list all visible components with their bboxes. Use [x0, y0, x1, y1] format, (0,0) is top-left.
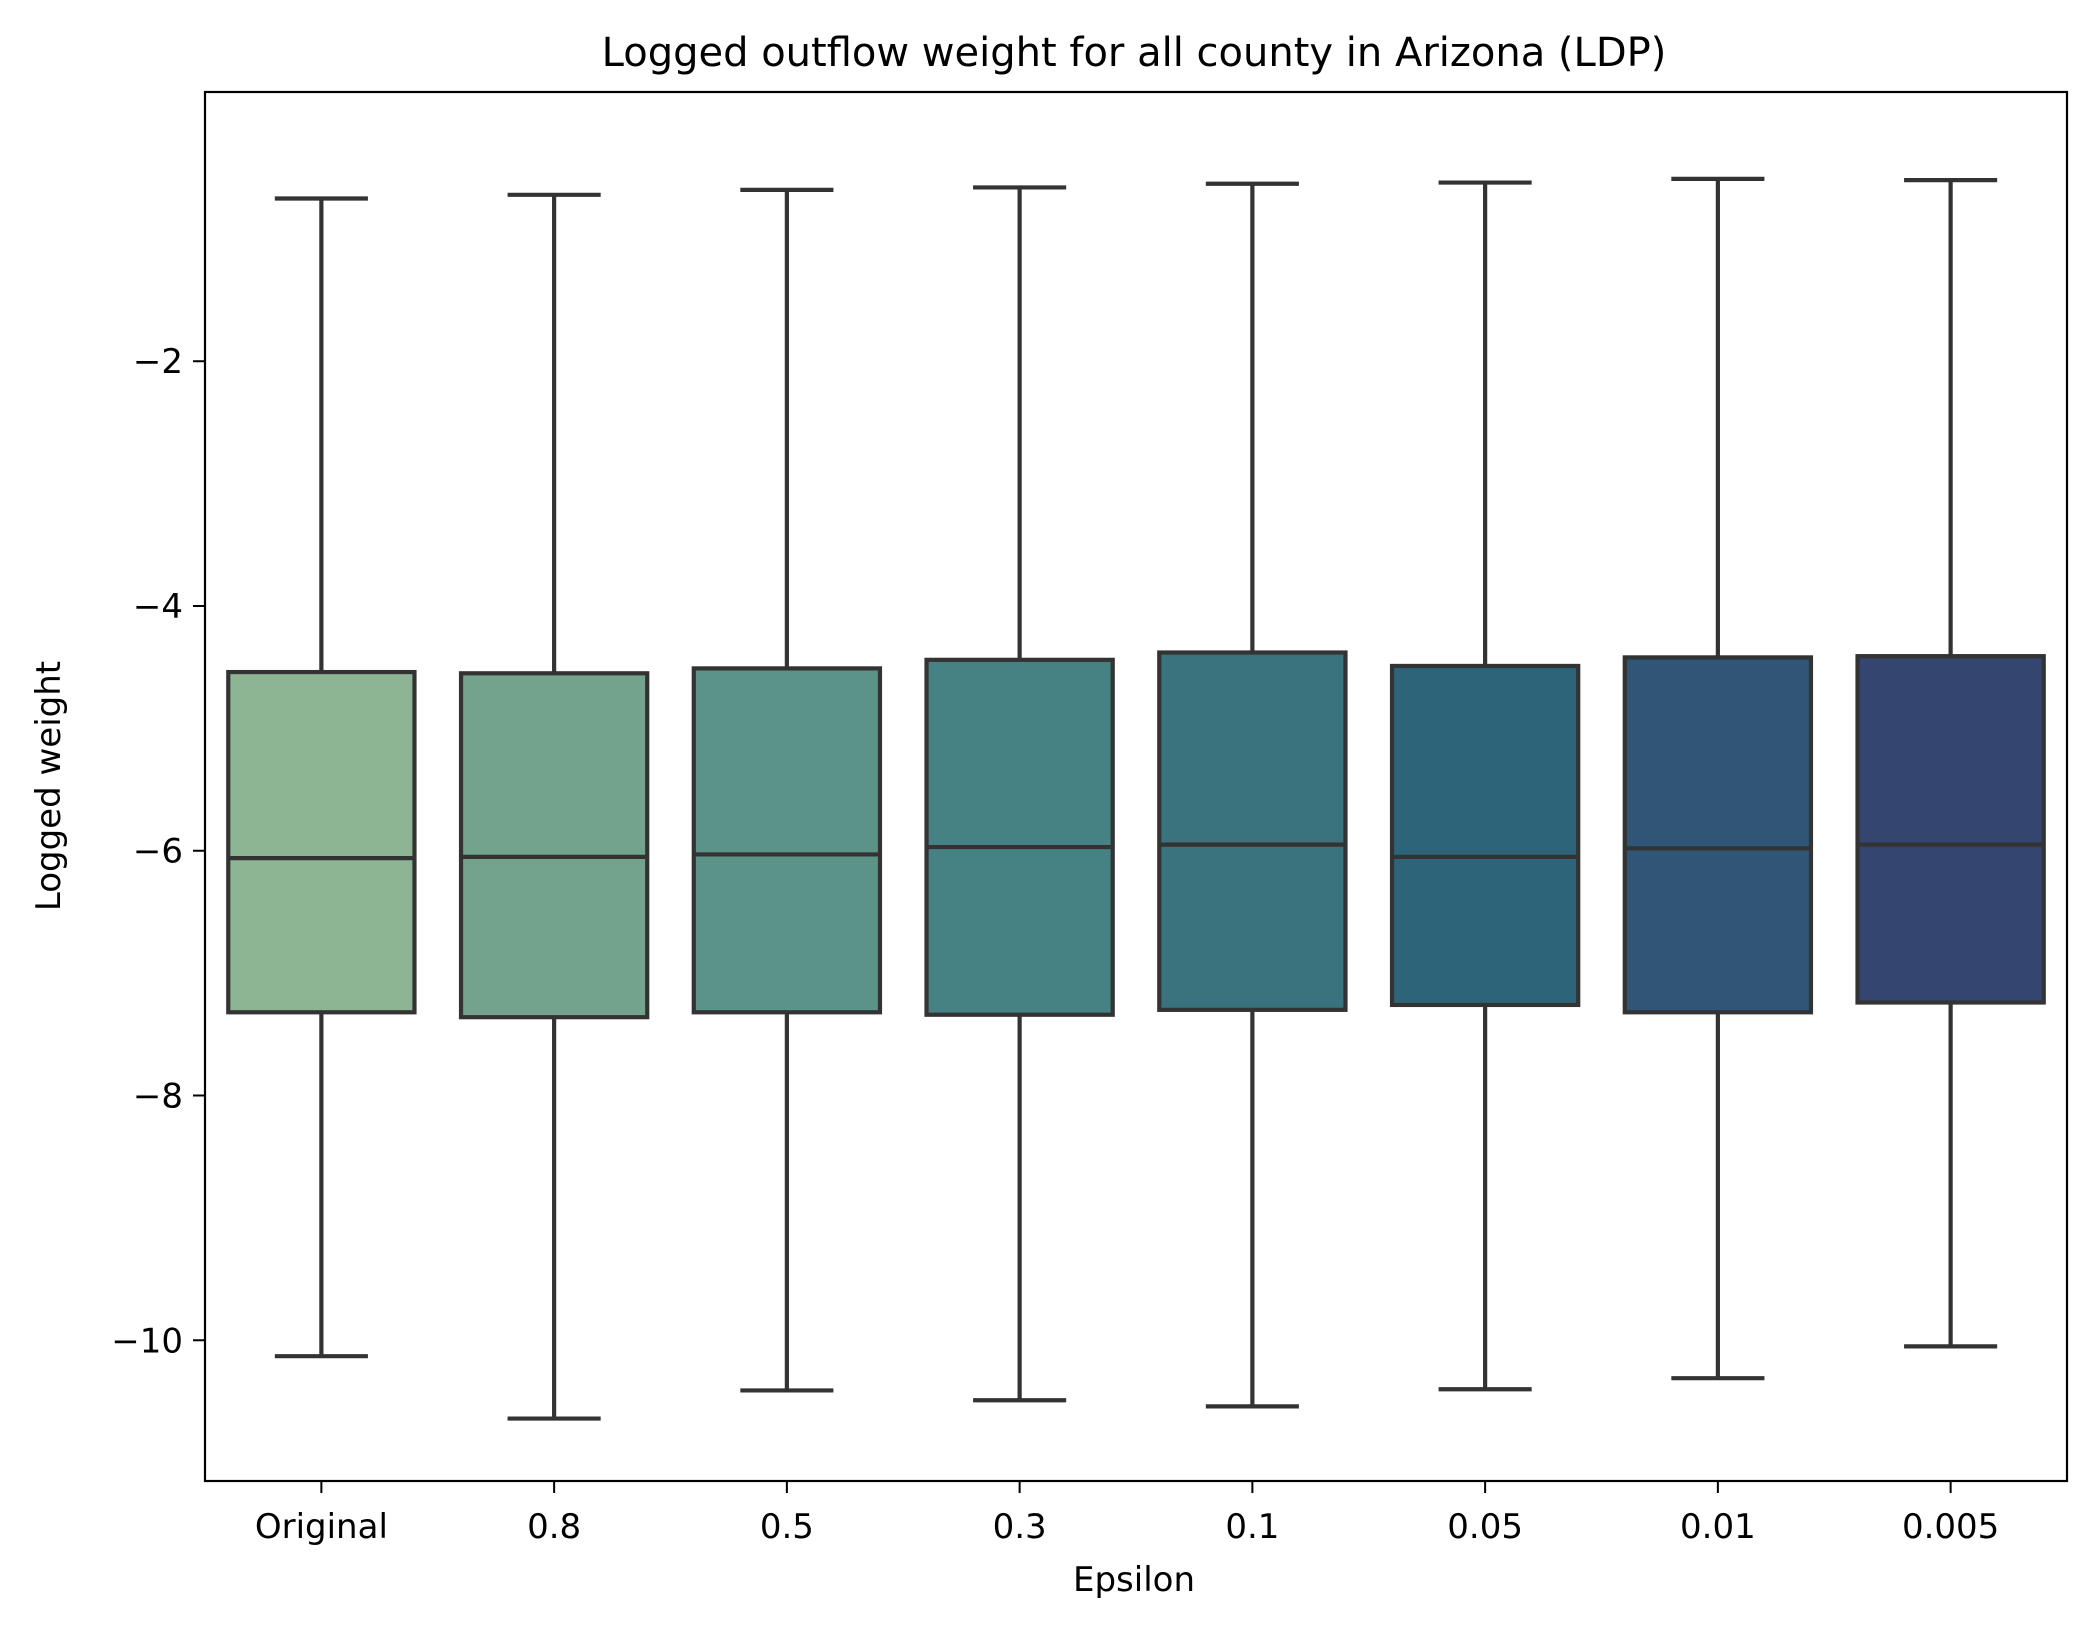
plot-area [226, 176, 2046, 1421]
box-group-0 [226, 196, 417, 1359]
box-group-3 [924, 185, 1115, 1403]
box [1389, 663, 1581, 1008]
box [226, 669, 417, 1015]
y-tick-label: −2 [133, 342, 183, 382]
box [1855, 654, 2046, 1005]
box-group-7 [1855, 178, 2046, 1349]
x-axis-label: Epsilon [1073, 1560, 1195, 1600]
x-tick-label: 0.5 [760, 1507, 814, 1547]
y-tick-label: −10 [111, 1321, 183, 1361]
box-group-6 [1622, 176, 1814, 1381]
box [458, 671, 650, 1020]
box-group-4 [1157, 181, 1348, 1409]
y-tick-label: −6 [133, 832, 183, 872]
x-tick-label: 0.8 [527, 1507, 581, 1547]
box-group-2 [691, 187, 883, 1393]
x-tick-label: 0.01 [1680, 1507, 1756, 1547]
x-tick-label: Original [255, 1507, 388, 1547]
box-group-5 [1389, 180, 1581, 1392]
box-group-1 [458, 192, 650, 1421]
box [1157, 650, 1348, 1012]
x-tick-label: 0.1 [1225, 1507, 1279, 1547]
y-tick-label: −8 [133, 1077, 183, 1117]
x-tick-label: 0.05 [1447, 1507, 1523, 1547]
box [691, 666, 883, 1015]
y-axis-label: Logged weight [29, 661, 69, 911]
box [1622, 655, 1814, 1015]
box [924, 657, 1115, 1017]
x-tick-label: 0.3 [993, 1507, 1047, 1547]
plot-frame [203, 90, 2069, 1483]
x-tick-label: 0.005 [1902, 1507, 1999, 1547]
y-tick-label: −4 [133, 587, 183, 627]
chart-title: Logged outflow weight for all county in … [602, 30, 1667, 76]
